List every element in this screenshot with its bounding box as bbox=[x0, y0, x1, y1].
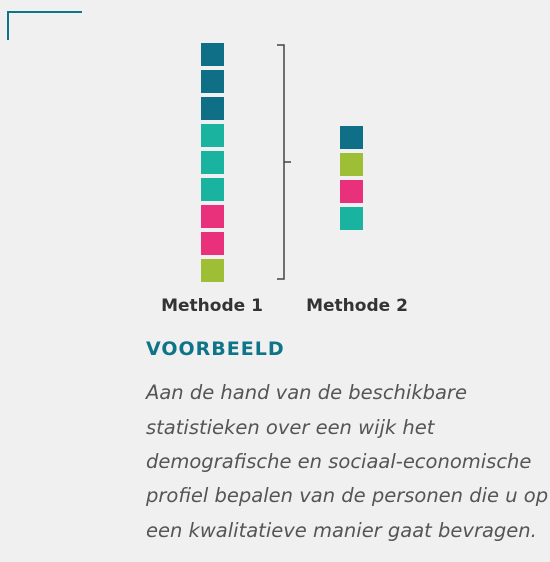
example-line: een kwalitatieve manier gaat bevragen. bbox=[146, 519, 537, 542]
square bbox=[201, 178, 224, 201]
example-line: Aan de hand van de beschikbare bbox=[144, 381, 467, 404]
square bbox=[340, 207, 363, 230]
square bbox=[340, 126, 363, 149]
example-line: demografische en sociaal-economische bbox=[146, 450, 531, 473]
square bbox=[340, 153, 363, 176]
example-line: profiel bepalen van de personen die u op bbox=[145, 484, 548, 507]
square bbox=[201, 259, 224, 282]
square bbox=[201, 151, 224, 174]
method-label: Methode 2 bbox=[306, 296, 408, 316]
example-heading: VOORBEELD bbox=[146, 338, 285, 360]
method-label: Methode 1 bbox=[161, 296, 263, 316]
square bbox=[201, 124, 224, 147]
method-2-squares bbox=[340, 126, 363, 230]
square bbox=[201, 97, 224, 120]
corner-accent bbox=[7, 11, 82, 40]
square bbox=[201, 43, 224, 66]
method-1-squares bbox=[201, 43, 224, 282]
square bbox=[340, 180, 363, 203]
example-line: statistieken over een wijk het bbox=[146, 416, 436, 439]
square bbox=[201, 70, 224, 93]
square bbox=[201, 232, 224, 255]
bracket bbox=[277, 44, 291, 280]
square bbox=[201, 205, 224, 228]
